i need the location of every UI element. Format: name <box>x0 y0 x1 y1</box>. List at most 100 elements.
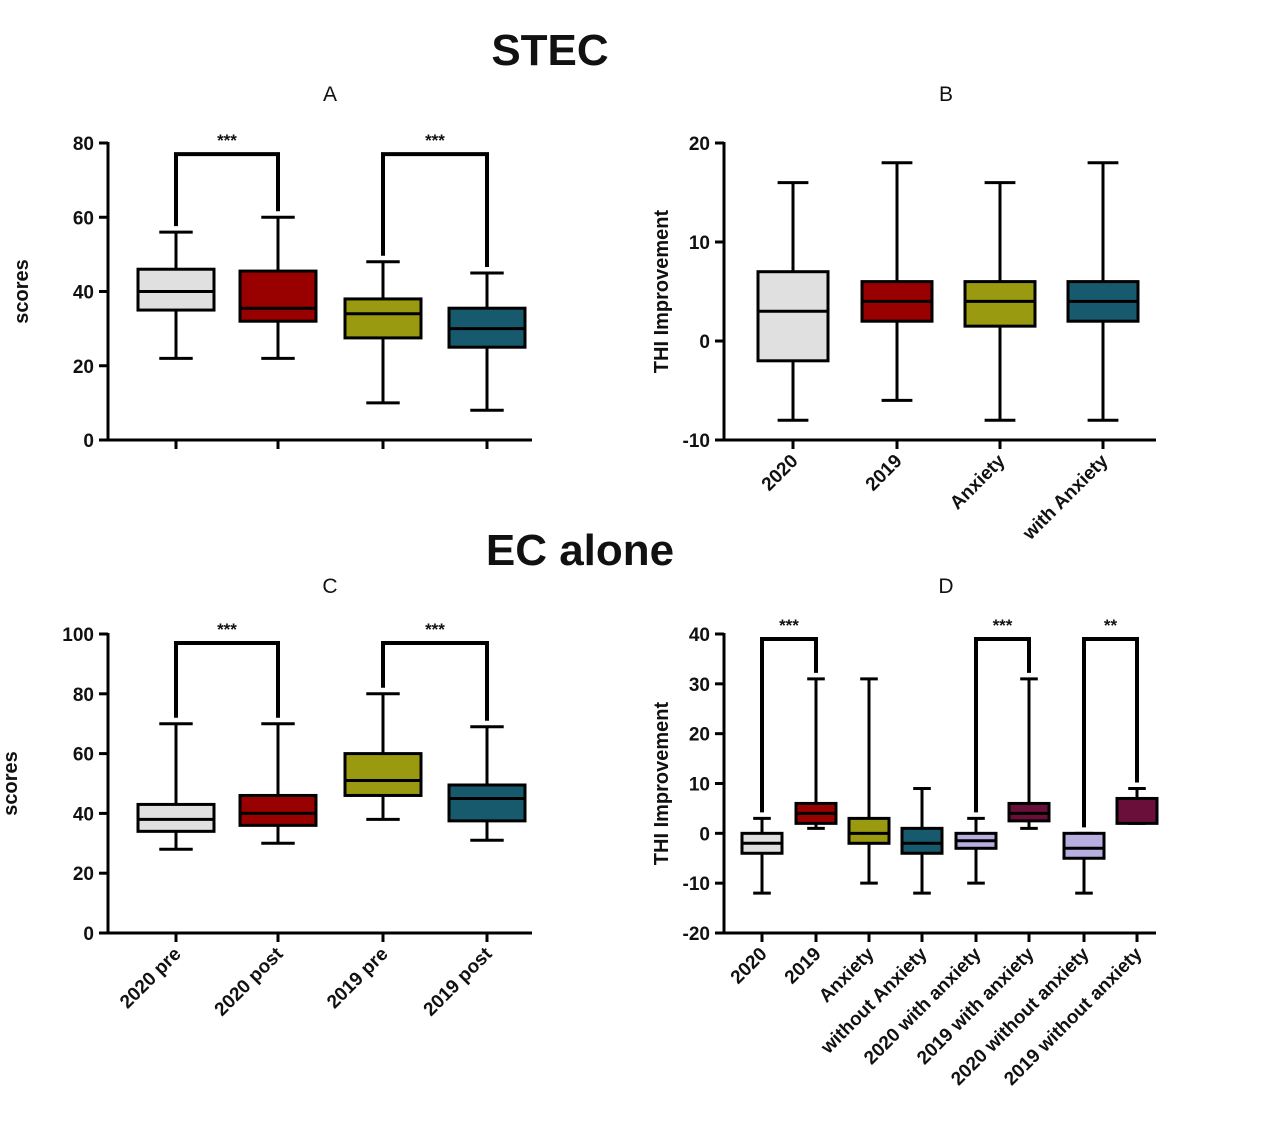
box-3 <box>963 181 1037 422</box>
iqr-box <box>847 816 891 845</box>
y-tick-label: 20 <box>689 134 710 155</box>
y-axis-title: scores <box>0 751 22 816</box>
x-category-label: 2019 <box>862 451 907 496</box>
panel-title: A <box>323 83 337 106</box>
box-8 <box>1115 786 1159 825</box>
box-4 <box>447 725 527 842</box>
box-2 <box>238 722 318 845</box>
y-tick-label: 40 <box>73 283 94 304</box>
significance-label: *** <box>779 616 799 635</box>
y-tick-label: 0 <box>83 431 94 452</box>
significance-bracket: *** <box>381 131 489 267</box>
box-1 <box>136 722 216 851</box>
y-axis-title: THI Improvement <box>651 701 673 865</box>
heading-ec-alone: EC alone <box>486 526 674 575</box>
x-category-label: Anxiety <box>946 450 1010 514</box>
iqr-box <box>343 297 423 340</box>
significance-label: *** <box>217 620 237 639</box>
box-6 <box>1007 677 1051 830</box>
significance-bracket: *** <box>760 616 818 813</box>
box-4 <box>900 786 944 895</box>
significance-label: *** <box>425 131 445 150</box>
box-3 <box>343 692 423 821</box>
y-tick-label: 60 <box>73 208 94 229</box>
significance-bracket: *** <box>974 616 1031 813</box>
bracket-line <box>974 636 1031 813</box>
iqr-box <box>238 269 318 323</box>
box-4 <box>1066 161 1140 422</box>
box-7 <box>1062 831 1106 895</box>
y-tick-label: 0 <box>83 924 94 945</box>
x-category-label: 2020 pre <box>116 944 185 1013</box>
x-category-label: 2019 <box>781 944 826 989</box>
iqr-box <box>343 752 423 797</box>
bracket-line <box>174 152 280 227</box>
y-tick-label: 30 <box>689 675 710 696</box>
y-tick-label: -10 <box>683 431 710 452</box>
iqr-box <box>900 826 944 855</box>
significance-bracket: ** <box>1082 616 1139 828</box>
y-axis-title: THI Improvement <box>651 209 673 373</box>
y-tick-label: 100 <box>62 625 94 646</box>
box-3 <box>847 677 891 885</box>
x-category-label: 2020 <box>727 944 772 989</box>
x-category-label: 2019 pre <box>323 944 392 1013</box>
y-tick-label: 60 <box>73 745 94 766</box>
significance-label: *** <box>993 616 1013 635</box>
panel-title: C <box>322 575 337 598</box>
bracket-line <box>381 640 489 721</box>
panel-title: B <box>939 83 953 106</box>
iqr-box <box>238 793 318 827</box>
x-category-label: 2019 post <box>420 943 497 1020</box>
bracket-line <box>760 636 818 813</box>
bracket-line <box>1082 636 1139 828</box>
heading-stec: STEC <box>491 26 608 75</box>
y-tick-label: 10 <box>689 233 710 254</box>
y-tick-label: -10 <box>683 874 710 895</box>
y-tick-label: 40 <box>73 804 94 825</box>
box-2 <box>794 677 838 830</box>
panel-title: D <box>938 575 953 598</box>
y-tick-label: 20 <box>73 864 94 885</box>
box-4 <box>447 271 527 412</box>
y-tick-label: -20 <box>683 924 710 945</box>
iqr-box <box>136 267 216 312</box>
significance-bracket: *** <box>381 620 489 721</box>
significance-label: ** <box>1104 616 1118 635</box>
iqr-box <box>756 270 830 363</box>
significance-bracket: *** <box>174 620 280 718</box>
bracket-line <box>174 640 280 718</box>
y-tick-label: 80 <box>73 134 94 155</box>
box-1 <box>136 230 216 360</box>
iqr-box <box>1115 796 1159 825</box>
iqr-box <box>1062 831 1106 860</box>
y-tick-label: 80 <box>73 685 94 706</box>
box-5 <box>954 816 998 885</box>
y-tick-label: 20 <box>689 725 710 746</box>
box-3 <box>343 260 423 405</box>
y-tick-label: 10 <box>689 775 710 796</box>
significance-label: *** <box>217 131 237 150</box>
x-category-label: with Anxiety <box>1018 450 1112 544</box>
y-tick-label: 40 <box>689 625 710 646</box>
iqr-box <box>447 783 527 823</box>
y-tick-label: 20 <box>73 357 94 378</box>
x-category-label: 2020 <box>758 451 803 496</box>
iqr-box <box>963 280 1037 328</box>
y-tick-label: 0 <box>699 332 710 353</box>
significance-bracket: *** <box>174 131 280 227</box>
box-1 <box>740 816 784 895</box>
significance-label: *** <box>425 620 445 639</box>
box-2 <box>238 215 318 360</box>
box-2 <box>860 161 934 402</box>
x-category-label: 2020 post <box>211 943 288 1020</box>
box-1 <box>756 181 830 422</box>
y-tick-label: 0 <box>699 824 710 845</box>
y-axis-title: scores <box>11 259 33 324</box>
